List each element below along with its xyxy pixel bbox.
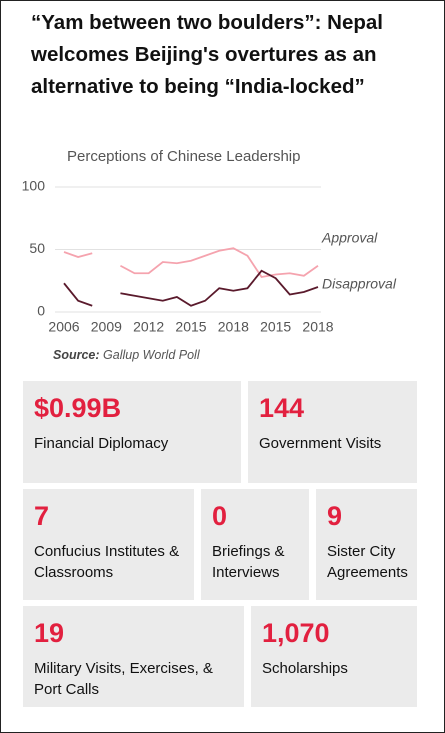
y-tick-label: 100 [22,178,46,194]
stat-label: Sister City Agreements [327,543,408,581]
stat-label: Government Visits [259,435,382,452]
stat-value: 19 [34,618,65,648]
stat-value: $0.99B [34,393,122,423]
y-tick-label: 0 [37,303,45,319]
stat-value: 144 [259,393,305,423]
stat-tile: 19 Military Visits, Exercises, & Port Cal… [23,606,244,707]
stat-tile: 1,070 Scholarships [251,606,417,707]
x-tick-label: 2006 [48,319,79,335]
series-label: Approval [321,229,378,245]
stat-tile: 144 Government Visits [248,381,417,483]
stat-tile: $0.99B Financial Diplomacy [23,381,241,483]
x-tick-label: 2018 [302,319,333,335]
line-series [63,269,319,307]
stat-label: Scholarships [262,660,348,677]
stat-value: 1,070 [262,618,330,648]
stat-tile: 0 Briefings & Interviews [201,489,309,600]
stat-tile: 9 Sister City Agreements [316,489,417,600]
stat-tile: 7 Confucius Institutes & Classrooms [23,489,194,600]
stat-value: 7 [34,501,50,531]
x-tick-label: 2012 [133,319,164,335]
headline: “Yam between two boulders”: Nepal welcom… [31,11,383,98]
chart: Perceptions of Chinese Leadership 0 50 100… [22,148,397,335]
source-label: Source: [53,348,100,362]
stat-label: Briefings & Interviews [212,543,285,581]
x-tick-label: 2009 [91,319,122,335]
source-text: Gallup World Poll [103,348,200,362]
y-tick-label: 50 [29,240,45,256]
series-label: Disapproval [322,276,397,292]
source: Source: Gallup World Poll [53,348,200,362]
stat-label: Confucius Institutes & Classrooms [34,543,180,581]
stat-label: Military Visits, Exercises, & Port Calls [34,660,213,698]
stat-value: 0 [212,501,228,531]
x-tick-label: 2015 [260,319,291,335]
x-tick-label: 2018 [218,319,249,335]
stat-value: 9 [327,501,343,531]
chart-title: Perceptions of Chinese Leadership [67,148,300,165]
x-tick-label: 2015 [175,319,206,335]
stat-label: Financial Diplomacy [34,435,169,452]
line-series [63,247,319,278]
